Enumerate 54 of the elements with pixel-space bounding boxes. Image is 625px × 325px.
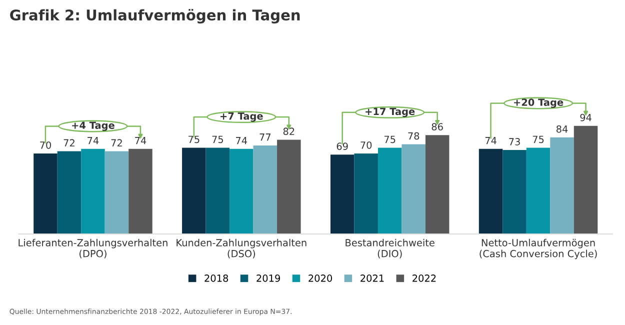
bar <box>128 148 152 234</box>
data-label: 73 <box>509 138 520 146</box>
bar <box>57 151 82 234</box>
data-label: 75 <box>532 136 544 144</box>
bar <box>550 137 574 234</box>
legend-label: 2018 <box>204 274 228 282</box>
x-tick-label: Lieferanten-Zahlungsverhalten (DPO) <box>18 238 168 258</box>
data-label: 70 <box>360 141 372 149</box>
data-label: 74 <box>236 137 248 144</box>
bar <box>182 148 206 234</box>
data-label: 77 <box>260 134 271 141</box>
bar <box>526 148 550 234</box>
annotation: +4 Tage <box>72 122 114 131</box>
data-label: 74 <box>88 137 99 144</box>
bar <box>206 148 230 234</box>
legend-label: 2020 <box>308 274 332 282</box>
bar <box>402 144 426 234</box>
data-label: 75 <box>384 136 396 144</box>
bar <box>378 148 402 234</box>
bar <box>277 140 301 234</box>
text: +17 Tage <box>366 108 415 118</box>
bar <box>574 126 598 234</box>
data-label: 86 <box>432 123 443 130</box>
x-tick-label: Netto-Umlaufvermögen (Cash Conversion Cycle) <box>480 238 597 260</box>
legend-label: 2019 <box>256 274 280 282</box>
data-label: 70 <box>40 141 52 149</box>
bar <box>253 145 278 234</box>
data-label: 75 <box>212 136 223 144</box>
chart-title: Grafik 2: Umlaufvermögen in Tagen <box>10 9 300 24</box>
bar <box>81 148 105 234</box>
bar <box>354 153 378 234</box>
data-label: 84 <box>556 125 568 133</box>
data-label: 69 <box>336 142 348 150</box>
bar <box>230 148 254 234</box>
bar <box>478 148 503 234</box>
data-label: 94 <box>580 114 592 122</box>
data-label: 74 <box>485 137 496 144</box>
legend-label: 2021 <box>360 274 384 282</box>
data-label: 75 <box>188 136 200 144</box>
data-label: 78 <box>408 132 420 140</box>
legend-label: 2022 <box>412 274 436 282</box>
text: +20 Tage <box>514 98 564 108</box>
x-tick-label: Bestandreichweite (DIO) <box>346 238 434 258</box>
data-label: 72 <box>64 139 74 146</box>
data-label: 72 <box>111 139 122 146</box>
data-label: 74 <box>135 137 146 144</box>
bar <box>104 151 129 234</box>
bar <box>330 154 354 234</box>
bar <box>425 135 450 234</box>
data-label: 82 <box>283 128 294 136</box>
bar <box>34 153 58 234</box>
text: +7 Tage <box>220 112 263 122</box>
x-tick-label: Kunden-Zahlungsverhalten (DSO) <box>176 238 306 258</box>
bar <box>502 150 526 234</box>
